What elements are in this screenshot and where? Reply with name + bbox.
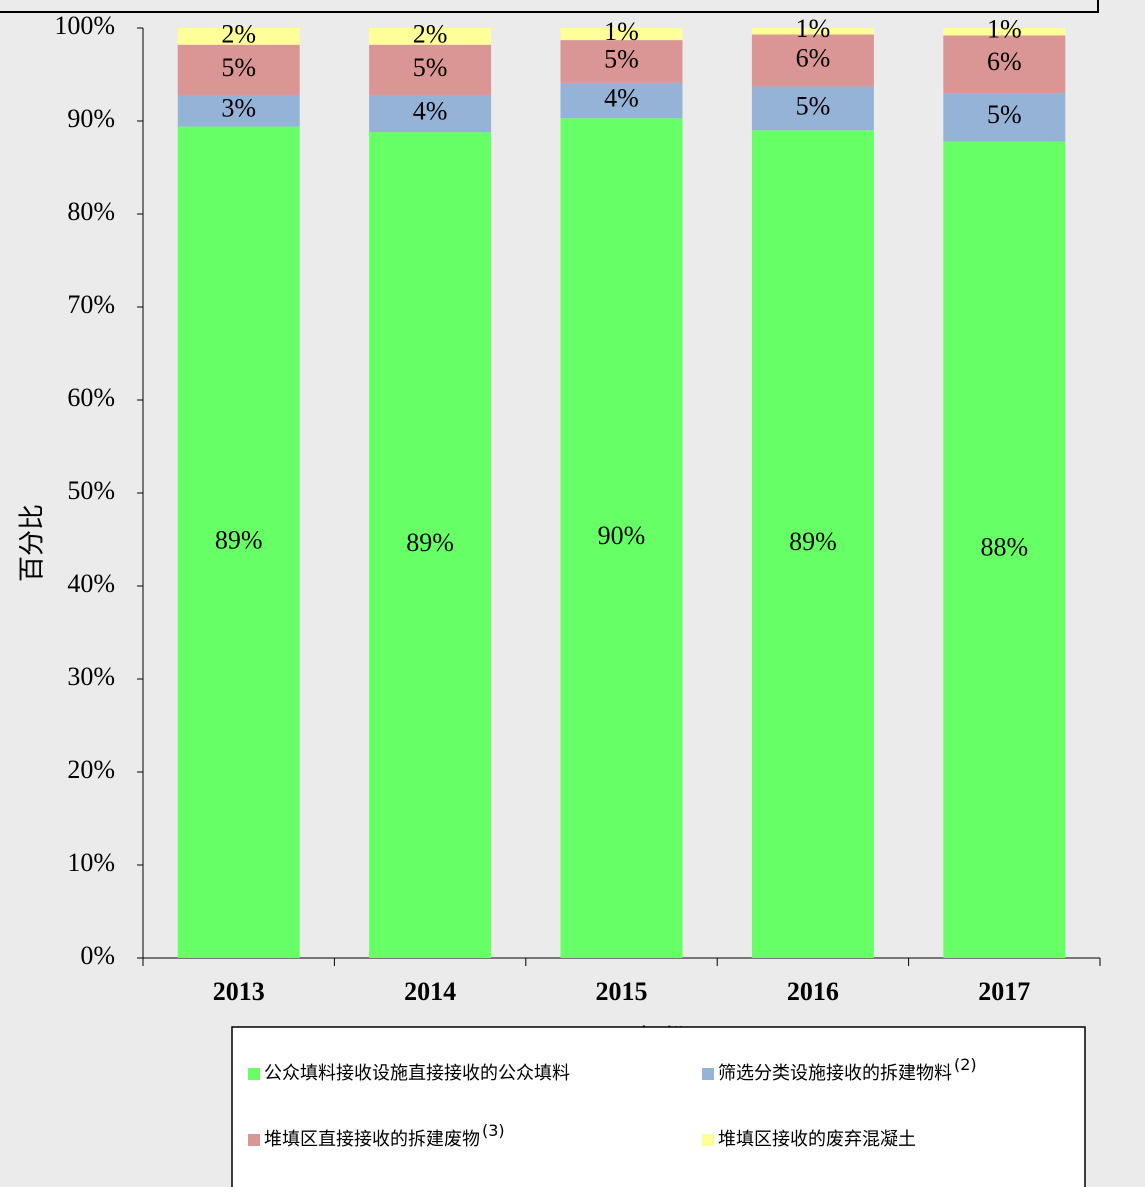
legend-swatch	[248, 1134, 260, 1146]
legend-label: 堆填区直接接收的拆建废物 (3)	[264, 1121, 505, 1151]
bar-segment	[177, 94, 300, 127]
data-label: 89%	[789, 527, 837, 556]
legend-swatch	[248, 1068, 260, 1080]
y-tick-label: 20%	[67, 755, 115, 784]
data-label: 5%	[796, 91, 831, 120]
bar-segment	[177, 28, 300, 45]
data-label: 6%	[796, 44, 831, 73]
bar-segment	[560, 118, 683, 958]
y-tick-label: 0%	[80, 941, 115, 970]
legend-name: 筛选分类设施接收的拆建物料	[718, 1063, 952, 1084]
bar-segment	[560, 28, 683, 41]
x-tick-label: 2017	[978, 977, 1030, 1006]
y-tick-label: 60%	[67, 383, 115, 412]
y-tick-label: 40%	[67, 569, 115, 598]
legend-label: 堆填区接收的废弃混凝土	[718, 1129, 916, 1150]
bar-segment	[943, 93, 1066, 142]
bar-segment	[751, 34, 874, 87]
bar-segment	[751, 28, 874, 35]
y-tick-label: 100%	[54, 11, 115, 40]
data-label: 4%	[604, 84, 639, 113]
bar-segment	[177, 126, 300, 958]
bar-segment	[369, 132, 492, 958]
data-label: 5%	[987, 100, 1022, 129]
legend-note: (2)	[954, 1055, 977, 1074]
legend-box	[231, 1026, 1086, 1187]
legend-name: 公众填料接收设施直接接收的公众填料	[264, 1063, 570, 1084]
bar-segment	[369, 28, 492, 45]
y-tick-label: 10%	[67, 848, 115, 877]
header-box	[0, 0, 1099, 13]
data-label: 88%	[980, 533, 1028, 562]
bar-segment	[369, 94, 492, 133]
bar-segment	[560, 82, 683, 119]
legend-label: 筛选分类设施接收的拆建物料 (2)	[718, 1055, 977, 1085]
legend-swatch	[702, 1134, 714, 1146]
data-label: 1%	[987, 15, 1022, 44]
data-label: 5%	[604, 44, 639, 73]
legend-note: (3)	[482, 1121, 505, 1140]
legend-label: 公众填料接收设施直接接收的公众填料	[264, 1063, 570, 1084]
data-label: 5%	[221, 53, 256, 82]
bar-segment	[751, 130, 874, 959]
bar-segment	[943, 141, 1066, 958]
legend-name: 堆填区接收的废弃混凝土	[718, 1129, 916, 1150]
data-label: 5%	[413, 53, 448, 82]
bar-segment	[177, 44, 300, 95]
data-label: 89%	[406, 528, 454, 557]
y-axis-label: 百分比	[18, 504, 48, 582]
data-label: 1%	[796, 14, 831, 43]
data-label: 2%	[413, 19, 448, 48]
x-tick-label: 2015	[596, 977, 648, 1006]
data-label: 3%	[221, 94, 256, 123]
y-tick-label: 30%	[67, 662, 115, 691]
data-label: 1%	[604, 17, 639, 46]
y-tick-label: 50%	[67, 476, 115, 505]
data-label: 90%	[598, 521, 646, 550]
x-tick-label: 2013	[213, 977, 265, 1006]
bar-segment	[560, 40, 683, 83]
legend-name: 堆填区直接接收的拆建废物	[264, 1129, 480, 1150]
data-label: 6%	[987, 47, 1022, 76]
bar-segment	[369, 44, 492, 95]
x-tick-label: 2014	[404, 977, 456, 1006]
legend-swatch	[702, 1068, 714, 1080]
data-label: 4%	[413, 97, 448, 126]
y-tick-label: 90%	[67, 104, 115, 133]
y-tick-label: 80%	[67, 197, 115, 226]
data-label: 89%	[215, 525, 263, 554]
y-tick-label: 70%	[67, 290, 115, 319]
x-tick-label: 2016	[787, 977, 839, 1006]
bar-segment	[943, 28, 1066, 36]
data-label: 2%	[221, 19, 256, 48]
bar-segment	[751, 86, 874, 131]
bar-segment	[943, 35, 1066, 94]
